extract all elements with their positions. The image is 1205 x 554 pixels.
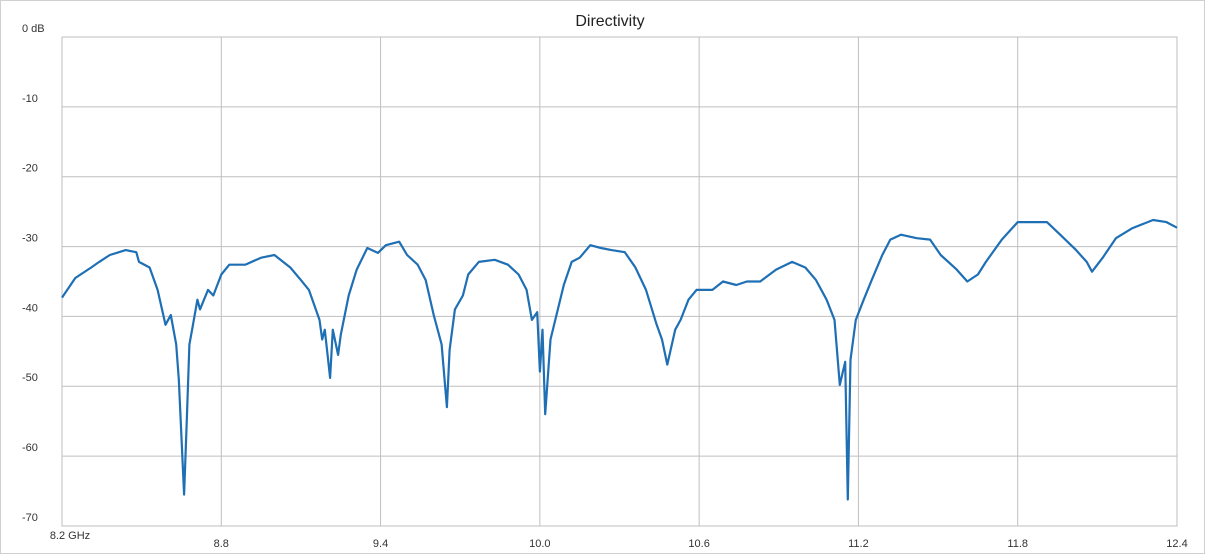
- x-tick-label: 11.2: [848, 538, 869, 550]
- y-tick-label: 0 dB: [22, 23, 45, 35]
- y-tick-label: -20: [22, 163, 38, 175]
- data-line: [61, 218, 1178, 501]
- plot-border: [61, 36, 1178, 527]
- chart-title: Directivity: [575, 13, 644, 30]
- x-tick-label: 11.8: [1007, 538, 1028, 550]
- y-tick-label: -50: [22, 372, 38, 384]
- x-tick-label: 10.0: [529, 538, 550, 550]
- x-tick-label: 8.8: [214, 538, 229, 550]
- x-tick-label: 12.4: [1166, 538, 1187, 550]
- y-tick-label: -30: [22, 232, 38, 244]
- y-tick-label: -10: [22, 93, 38, 105]
- x-tick-label: 9.4: [373, 538, 388, 550]
- x-tick-label: 8.2 GHz: [50, 530, 90, 542]
- y-tick-label: -40: [22, 302, 38, 314]
- y-tick-label: -70: [22, 512, 38, 524]
- y-tick-label: -60: [22, 442, 38, 454]
- x-tick-label: 10.6: [688, 538, 709, 550]
